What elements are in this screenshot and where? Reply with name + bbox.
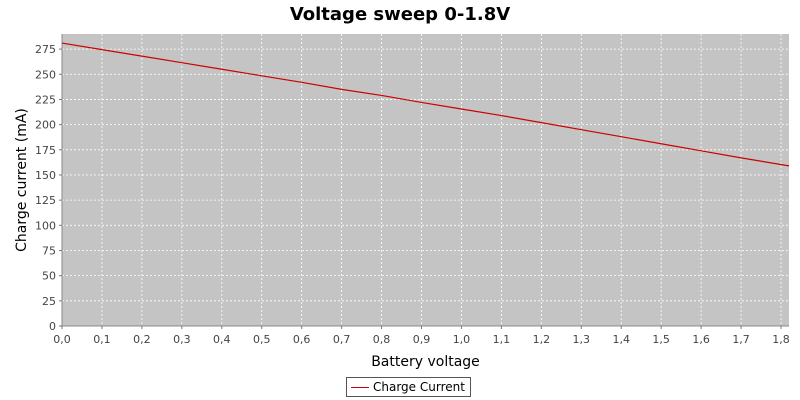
y-tick-label: 275 [35,43,56,56]
legend-swatch-charge-current [351,386,369,388]
x-tick-label: 1,1 [493,333,511,346]
x-tick-label: 0,4 [213,333,231,346]
x-tick-label: 1,4 [612,333,630,346]
y-tick-label: 125 [35,194,56,207]
x-axis-ticks: 0,0 0,1 0,2 0,3 0,4 0,5 0,6 0,7 0,8 0,9 1,0 1,1 1,2 1… [53,326,790,346]
x-tick-label: 0,8 [373,333,391,346]
x-tick-label: 1,3 [573,333,591,346]
legend: Charge Current [346,377,471,397]
x-tick-label: 1,7 [732,333,750,346]
x-tick-label: 1,6 [692,333,710,346]
x-tick-label: 0,0 [53,333,71,346]
x-axis-label: Battery voltage [371,354,480,370]
x-tick-label: 0,5 [253,333,271,346]
grid-lines [61,34,789,327]
x-tick-label: 0,9 [413,333,431,346]
series-group [61,42,790,167]
y-axis-ticks: 0 25 50 75 100 125 150 175 200 225 250 275 [35,43,62,333]
x-tick-label: 1,5 [652,333,670,346]
y-axis-label: Charge current (mA) [14,108,30,252]
x-tick-label: 0,7 [333,333,351,346]
y-tick-label: 50 [42,270,56,283]
x-tick-label: 1,2 [533,333,551,346]
y-tick-label: 75 [42,244,56,257]
y-tick-label: 150 [35,169,56,182]
y-tick-label: 200 [35,119,56,132]
x-tick-label: 1,8 [772,333,790,346]
chart-title: Voltage sweep 0-1.8V [289,4,511,25]
legend-label-charge-current: Charge Current [373,380,465,394]
x-tick-label: 0,6 [293,333,311,346]
x-tick-label: 0,2 [133,333,151,346]
y-tick-label: 0 [49,320,56,333]
y-tick-label: 250 [35,68,56,81]
x-tick-label: 0,1 [93,333,111,346]
y-tick-label: 175 [35,144,56,157]
series-line-charge-current [61,42,790,167]
axes [61,34,789,327]
plot-area [62,34,789,326]
x-tick-label: 0,3 [173,333,191,346]
x-tick-label: 1,0 [453,333,471,346]
y-tick-label: 225 [35,93,56,106]
y-tick-label: 25 [42,295,56,308]
y-tick-label: 100 [35,219,56,232]
